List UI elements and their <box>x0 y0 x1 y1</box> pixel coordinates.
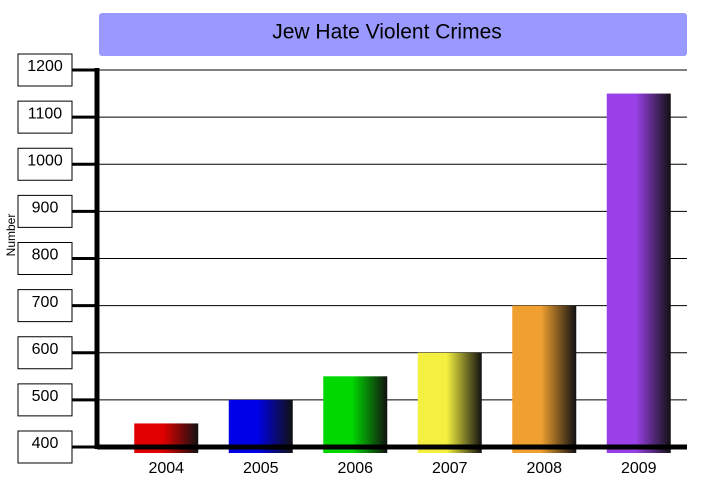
bar <box>417 352 482 453</box>
x-tick-label: 2007 <box>432 460 468 477</box>
bar <box>323 376 388 453</box>
x-tick-label: 2005 <box>243 460 279 477</box>
bar <box>512 305 577 453</box>
y-tick-box <box>17 289 73 323</box>
y-tick-box <box>17 147 73 181</box>
x-tick-label: 2008 <box>526 460 562 477</box>
y-tick-box <box>17 383 73 417</box>
y-tick-label: 1200 <box>27 58 63 75</box>
bar <box>228 399 293 453</box>
x-tick-label: 2004 <box>148 460 184 477</box>
x-tick-label: 2009 <box>621 460 657 477</box>
y-tick-box <box>17 194 73 228</box>
y-tick-label: 1100 <box>28 105 63 122</box>
title-box <box>99 13 687 56</box>
y-axis-label: Number <box>4 214 18 257</box>
x-tick-label: 2006 <box>337 460 373 477</box>
y-tick-box <box>17 336 73 370</box>
y-tick-label: 800 <box>32 247 59 264</box>
y-tick-label: 700 <box>32 294 59 311</box>
y-tick-label: 600 <box>32 341 59 358</box>
y-tick-label: 400 <box>32 435 59 452</box>
y-tick-label: 500 <box>32 388 59 405</box>
y-tick-label: 1000 <box>27 152 63 169</box>
y-tick-box <box>17 53 73 87</box>
bar <box>606 93 671 453</box>
chart-title: Jew Hate Violent Crimes <box>272 21 502 44</box>
y-tick-label: 900 <box>32 200 59 217</box>
